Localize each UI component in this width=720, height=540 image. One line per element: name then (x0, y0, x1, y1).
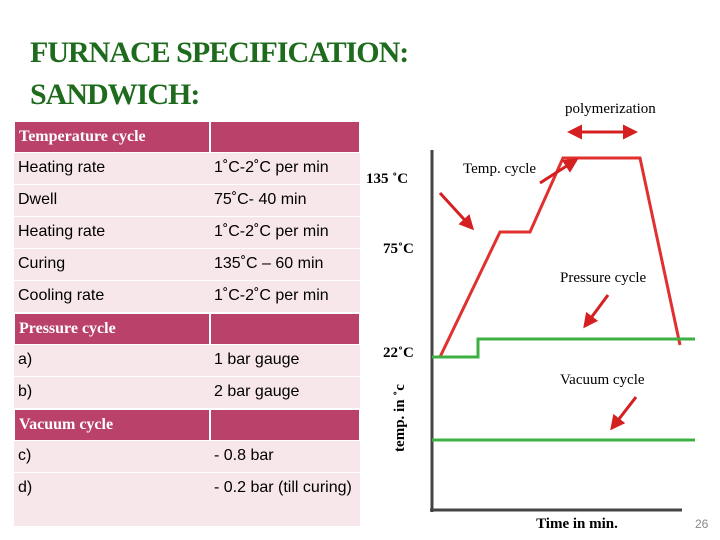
title-line: SANDWICH: (30, 78, 200, 111)
row-value: 1˚C-2˚C per min (210, 281, 360, 313)
section-header: Vacuum cycle (14, 409, 210, 441)
label: Vacuum cycle (560, 372, 645, 388)
arrow (438, 191, 475, 231)
label: polymerization (565, 101, 656, 117)
x-axis-label: Time in min. (536, 516, 618, 532)
section-header: Temperature cycle (14, 121, 210, 153)
temp-label: 22˚C (383, 345, 414, 361)
row-value: 2 bar gauge (210, 377, 360, 409)
section-header-blank (210, 409, 360, 441)
row-value: 135˚C – 60 min (210, 249, 360, 281)
label: Temp. cycle (463, 161, 536, 177)
row-label: Cooling rate (14, 281, 210, 313)
pressure-curve (432, 337, 695, 359)
row-label: c) (14, 441, 210, 473)
title-line: FURNACE SPECIFICATION: (30, 36, 409, 69)
row-value: 1˚C-2˚C per min (210, 153, 360, 185)
arrow (583, 294, 610, 329)
section-header-blank (210, 121, 360, 153)
row-label: Heating rate (14, 217, 210, 249)
row-value: - 0.2 bar (till curing) (210, 473, 360, 527)
row-label: b) (14, 377, 210, 409)
row-value: - 0.8 bar (210, 441, 360, 473)
row-label: a) (14, 345, 210, 377)
label: Pressure cycle (560, 270, 647, 286)
temp-label: 135 ˚C (366, 171, 408, 187)
temp-label: 75˚C (383, 241, 414, 257)
row-value: 75˚C- 40 min (210, 185, 360, 217)
section-header-blank (210, 313, 360, 345)
row-label: d) (14, 473, 210, 527)
row-label: Heating rate (14, 153, 210, 185)
y-axis-label: temp. in ˚c (392, 384, 408, 452)
section-header: Pressure cycle (14, 313, 210, 345)
temp-curve (432, 156, 682, 359)
row-value: 1˚C-2˚C per min (210, 217, 360, 249)
row-label: Curing (14, 249, 210, 281)
row-label: Dwell (14, 185, 210, 217)
arrow (539, 158, 579, 185)
arrow (610, 396, 638, 431)
row-value: 1 bar gauge (210, 345, 360, 377)
slide-number: 26 (695, 517, 709, 531)
